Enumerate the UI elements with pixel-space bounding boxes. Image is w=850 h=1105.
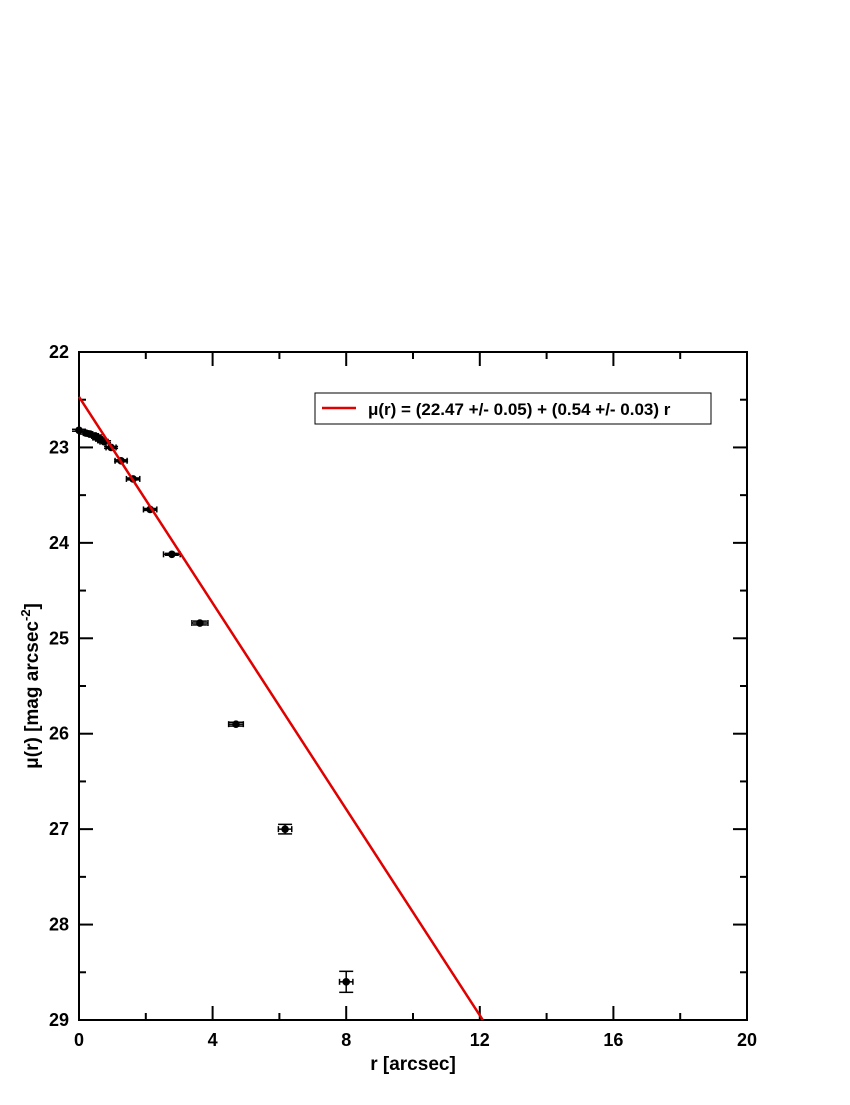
y-tick-label: 24 (49, 533, 69, 553)
y-label-exponent: -2 (18, 609, 33, 621)
y-axis-label: μ(r) [mag arcsec-2] (18, 603, 43, 769)
data-point (168, 550, 176, 559)
legend-box (314, 392, 712, 425)
data-point (342, 978, 351, 986)
x-axis-label: r [arcsec] (370, 1054, 456, 1075)
y-tick-label: 23 (49, 437, 69, 457)
legend-label: μ(r) = (22.47 +/- 0.05) + (0.54 +/- 0.03… (368, 400, 671, 419)
data-point (75, 426, 83, 435)
plot-frame (78, 351, 748, 1021)
y-tick-label: 29 (49, 1010, 69, 1030)
y-label-main: μ(r) [mag arcsec (22, 621, 43, 769)
y-tick-label: 27 (49, 819, 69, 839)
fit-line (77, 396, 484, 1021)
y-tick-label: 22 (49, 342, 69, 362)
x-tick-label: 4 (208, 1030, 218, 1050)
data-point (196, 619, 204, 627)
data-point (232, 720, 240, 728)
x-tick-label: 16 (603, 1030, 623, 1050)
data-point (281, 825, 289, 833)
x-tick-label: 8 (341, 1030, 351, 1050)
x-tick-label: 0 (74, 1030, 84, 1050)
x-tick-label: 20 (737, 1030, 757, 1050)
x-tick-label: 12 (470, 1030, 490, 1050)
y-tick-label: 25 (49, 628, 69, 648)
y-label-end: ] (22, 603, 43, 609)
y-tick-label: 26 (49, 724, 69, 744)
y-tick-label: 28 (49, 915, 69, 935)
